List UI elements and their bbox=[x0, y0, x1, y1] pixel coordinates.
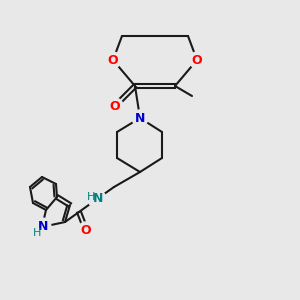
Text: N: N bbox=[93, 193, 103, 206]
Text: H: H bbox=[87, 192, 95, 202]
Text: H: H bbox=[33, 228, 41, 238]
Circle shape bbox=[88, 190, 106, 208]
Circle shape bbox=[189, 52, 205, 68]
Circle shape bbox=[105, 52, 121, 68]
Text: N: N bbox=[38, 220, 48, 233]
Circle shape bbox=[33, 218, 51, 236]
Text: N: N bbox=[135, 112, 145, 124]
Text: O: O bbox=[110, 100, 120, 112]
Text: O: O bbox=[192, 53, 202, 67]
Circle shape bbox=[78, 222, 94, 238]
Text: O: O bbox=[81, 224, 91, 236]
Circle shape bbox=[107, 98, 123, 114]
Text: O: O bbox=[108, 53, 118, 67]
Circle shape bbox=[132, 110, 148, 126]
